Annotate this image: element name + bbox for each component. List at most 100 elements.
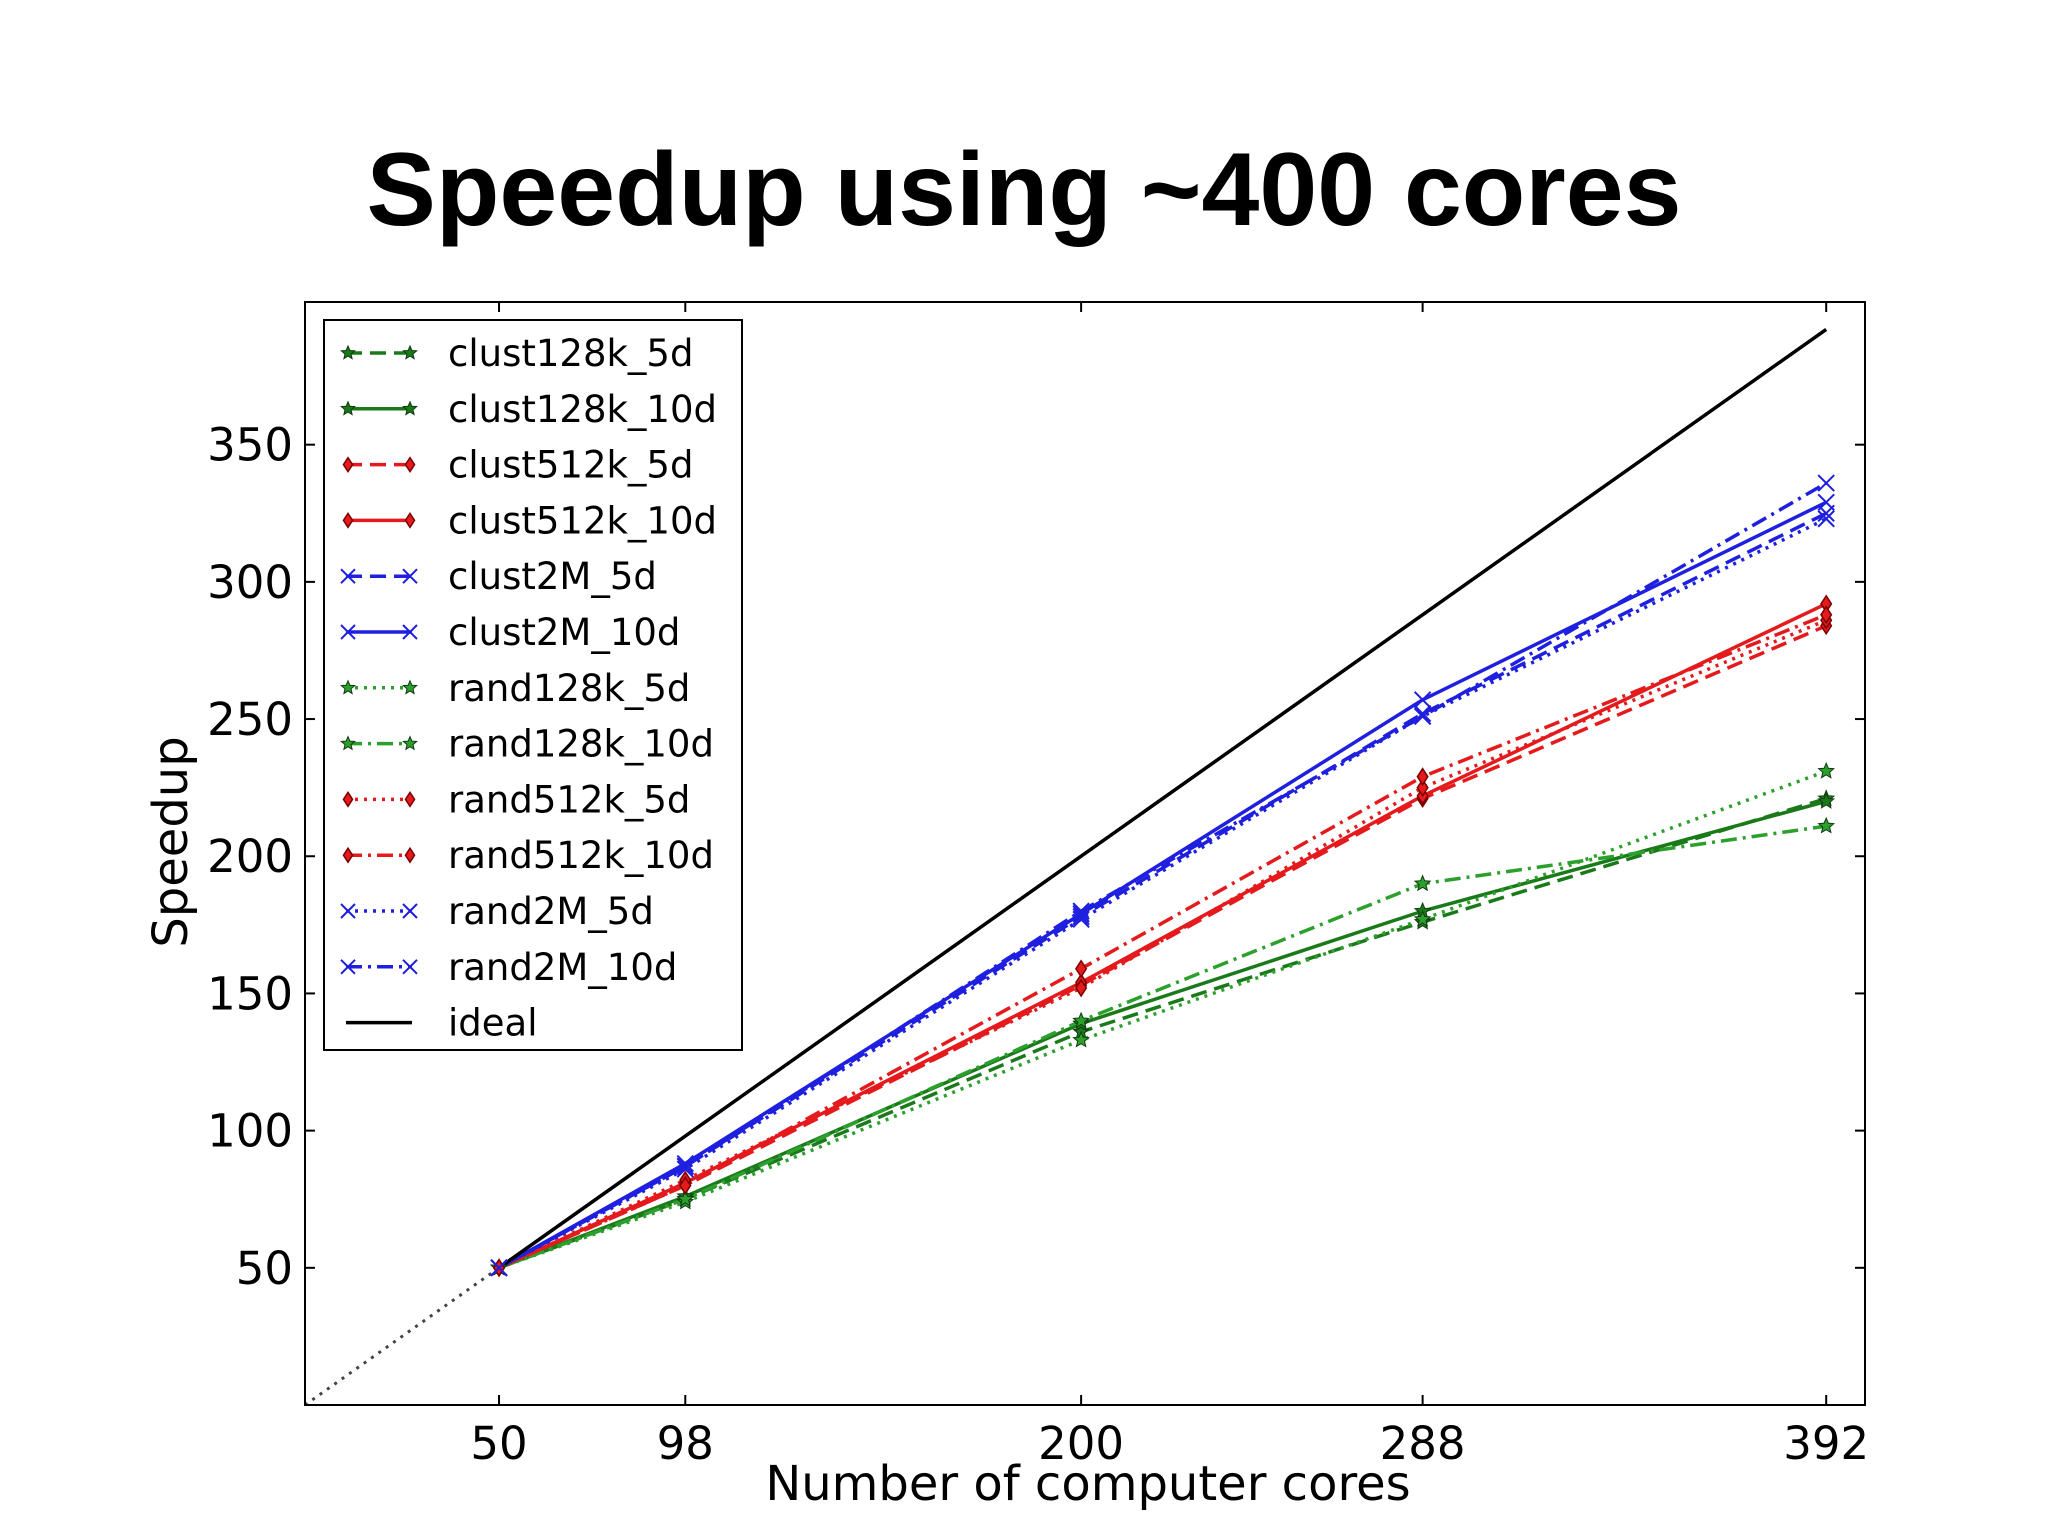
data-point-rand512k_10d bbox=[1416, 767, 1429, 787]
y-tick-label: 200 bbox=[207, 830, 293, 883]
legend-marker-rand128k_5d bbox=[402, 679, 418, 695]
data-point-rand128k_5d bbox=[1413, 910, 1432, 927]
series-line-rand2M_5d bbox=[498, 517, 1827, 1270]
data-point-rand512k_10d bbox=[679, 1176, 692, 1195]
legend-label: rand128k_5d bbox=[448, 667, 690, 710]
x-tick-label: 50 bbox=[470, 1417, 527, 1470]
series-line-rand512k_5d bbox=[498, 618, 1827, 1270]
legend-marker-clust2M_10d bbox=[340, 624, 356, 640]
data-point-clust2M_10d bbox=[1413, 691, 1432, 709]
legend-marker-clust128k_5d bbox=[340, 344, 356, 360]
y-tick-label: 250 bbox=[207, 693, 293, 746]
slide-title: Speedup using ~400 cores bbox=[366, 132, 1682, 248]
y-axis-label: Speedup bbox=[143, 736, 199, 947]
plot-frame bbox=[304, 301, 1866, 1406]
data-point-clust2M_5d-stroke bbox=[1413, 704, 1432, 723]
reference-line bbox=[304, 1266, 500, 1407]
data-point-clust2M_10d bbox=[1817, 493, 1835, 512]
legend-label: clust512k_10d bbox=[448, 499, 717, 542]
legend-marker-clust128k_10d bbox=[402, 400, 418, 416]
data-point-rand2M_10d-stroke bbox=[1072, 902, 1090, 920]
y-tick-label: 350 bbox=[207, 419, 293, 472]
legend-marker-rand2M_10d bbox=[340, 959, 356, 975]
legend-marker-rand512k_5d bbox=[404, 791, 416, 808]
data-point-clust128k_10d bbox=[1817, 792, 1836, 809]
legend-marker-rand2M_5d bbox=[340, 903, 356, 919]
legend-label: rand2M_5d bbox=[448, 890, 654, 933]
legend-label: clust2M_5d bbox=[448, 555, 657, 598]
legend-marker-rand512k_10d bbox=[404, 846, 416, 864]
data-point-rand512k_5d bbox=[1075, 978, 1088, 998]
x-tick-label: 288 bbox=[1380, 1417, 1466, 1470]
data-point-rand512k_10d bbox=[1075, 959, 1088, 979]
y-tick-label: 300 bbox=[207, 556, 293, 609]
legend-marker-clust2M_10d-stroke bbox=[340, 624, 356, 640]
series-line-ideal bbox=[497, 327, 1828, 1270]
y-tick-label: 150 bbox=[207, 967, 293, 1020]
data-point-rand128k_10d bbox=[1413, 874, 1432, 892]
legend-marker-clust2M_5d bbox=[340, 568, 356, 584]
data-point-rand2M_10d bbox=[1072, 902, 1090, 920]
legend-marker-rand2M_10d bbox=[402, 959, 418, 975]
legend-marker-rand512k_5d bbox=[342, 791, 354, 808]
legend-marker-rand2M_5d-stroke bbox=[402, 903, 418, 919]
data-point-rand2M_5d bbox=[676, 1160, 695, 1178]
y-tick-label: 100 bbox=[207, 1105, 293, 1158]
legend-marker-clust2M_5d-stroke bbox=[402, 568, 418, 584]
legend-marker-rand2M_10d-stroke bbox=[340, 959, 356, 975]
legend-box bbox=[323, 319, 743, 1051]
legend-marker-rand2M_5d bbox=[402, 903, 418, 919]
data-point-clust2M_10d-stroke bbox=[1817, 493, 1835, 512]
data-point-clust2M_10d bbox=[676, 1154, 695, 1173]
x-tick-label: 98 bbox=[657, 1417, 714, 1470]
data-point-rand2M_5d bbox=[1817, 510, 1835, 528]
legend-marker-rand2M_10d-stroke bbox=[402, 959, 418, 975]
data-point-rand2M_10d bbox=[1413, 707, 1432, 726]
data-point-clust2M_10d-stroke bbox=[1413, 691, 1432, 709]
legend-label: clust2M_10d bbox=[448, 611, 680, 654]
legend-marker-clust2M_5d bbox=[402, 568, 418, 584]
legend-marker-clust512k_5d bbox=[404, 456, 416, 473]
data-point-rand2M_10d-stroke bbox=[490, 1259, 508, 1277]
data-point-rand2M_10d-stroke bbox=[1817, 474, 1835, 492]
data-point-clust2M_5d-stroke bbox=[1072, 907, 1090, 926]
data-point-clust2M_10d-stroke bbox=[1072, 905, 1090, 923]
data-point-clust2M_5d bbox=[1072, 907, 1090, 926]
legend-marker-rand128k_10d bbox=[402, 735, 418, 751]
data-point-rand2M_10d bbox=[1817, 474, 1835, 492]
x-tick-label: 392 bbox=[1783, 1417, 1869, 1470]
legend-marker-clust512k_5d bbox=[342, 456, 354, 473]
legend-marker-clust512k_10d bbox=[404, 512, 416, 529]
legend-marker-clust128k_10d bbox=[340, 400, 356, 416]
data-point-clust2M_10d-stroke bbox=[676, 1154, 695, 1173]
y-tick-label: 50 bbox=[236, 1242, 293, 1295]
data-point-rand2M_10d-stroke bbox=[1413, 707, 1432, 726]
legend-label: rand128k_10d bbox=[448, 723, 714, 766]
legend-label: ideal bbox=[448, 1002, 537, 1045]
data-point-rand512k_10d bbox=[1820, 605, 1833, 625]
data-point-clust2M_5d bbox=[1413, 704, 1432, 723]
legend-marker-clust2M_5d-stroke bbox=[340, 568, 356, 584]
data-point-rand2M_10d bbox=[490, 1259, 508, 1277]
data-point-rand128k_5d bbox=[1072, 1030, 1090, 1048]
data-point-rand2M_5d-stroke bbox=[676, 1160, 695, 1178]
data-point-rand128k_10d bbox=[1072, 1011, 1090, 1029]
legend-marker-rand512k_10d bbox=[342, 846, 354, 864]
legend-label: rand512k_5d bbox=[448, 778, 690, 821]
data-point-rand2M_10d-stroke bbox=[676, 1157, 695, 1175]
legend-label: clust128k_5d bbox=[448, 332, 693, 375]
legend-label: clust128k_10d bbox=[448, 388, 717, 431]
legend-marker-clust128k_5d bbox=[402, 344, 418, 360]
data-point-rand128k_10d bbox=[676, 1189, 695, 1207]
data-point-rand2M_10d bbox=[676, 1157, 695, 1175]
data-point-rand2M_5d bbox=[1072, 910, 1090, 929]
legend-label: rand2M_10d bbox=[448, 946, 677, 989]
legend-label: rand512k_10d bbox=[448, 834, 714, 877]
x-tick-label: 200 bbox=[1038, 1417, 1124, 1470]
legend-marker-clust2M_10d-stroke bbox=[402, 624, 418, 640]
data-point-clust2M_10d bbox=[1072, 905, 1090, 923]
data-point-rand128k_5d bbox=[1817, 761, 1836, 779]
legend-marker-rand2M_5d-stroke bbox=[340, 903, 356, 919]
legend-marker-rand128k_10d bbox=[340, 735, 356, 751]
